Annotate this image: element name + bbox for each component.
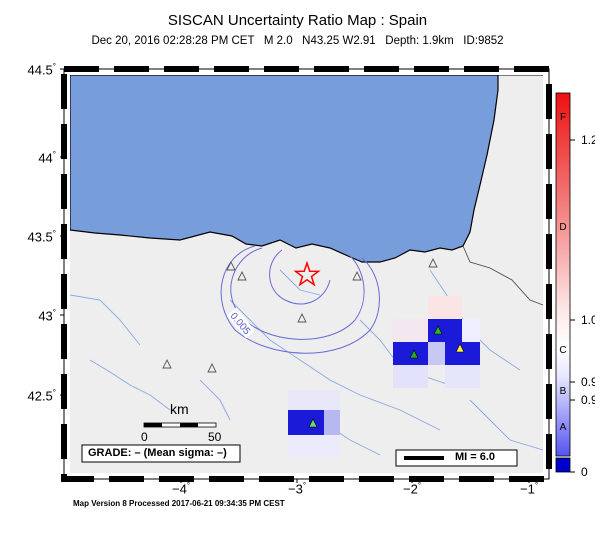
map-title: SISCAN Uncertainty Ratio Map : Spain [167,12,428,29]
grade-letter-d: D [559,222,567,233]
lon-label-2: −2° [402,481,422,497]
lat-label-44-5: 44.5° [27,62,56,78]
grade-label: GRADE: – (Mean sigma: –) [88,447,227,459]
map-footer: Map Version 8 Processed 2017-06-21 09:34… [73,499,285,508]
colorbar-value-1-0: 1.0 [581,313,595,327]
epicenter-star [293,260,321,287]
colorbar-value-1-2: 1.2 [581,133,595,147]
colorbar [555,92,571,457]
grade-letter-b: B [559,386,567,397]
uncertainty-cells [288,296,480,457]
scale-max: 50 [208,430,222,444]
lat-label-43-5: 43.5° [27,229,56,245]
lat-label-44: 44° [38,150,56,166]
scale-min: 0 [141,430,148,444]
scale-unit: km [170,401,189,417]
border-line [462,245,543,306]
rivers [70,269,543,456]
grade-letter-a: A [559,422,567,433]
colorbar-value-0: 0 [581,465,588,479]
stations-inactive [162,257,438,373]
scale-bar [143,422,217,428]
grade-letter-c: C [559,345,567,356]
colorbar-zero-swatch [555,457,571,473]
map-subtitle: Dec 20, 2016 02:28:28 PM CET M 2.0 N43.2… [91,35,504,47]
uncertainty-contours [220,245,380,354]
lat-label-42-5: 42.5° [27,388,56,404]
stations-active [308,325,465,428]
mi-label: MI = 6.0 [455,451,496,463]
colorbar-value-0-9a: 0.9 [581,375,595,389]
sea-area [70,75,499,263]
lon-label-3: −3° [287,481,307,497]
lon-label-1: −1° [519,481,539,497]
grade-letter-f: F [559,112,567,123]
lat-label-43: 43° [38,308,56,324]
lon-label-4: −4° [171,481,191,497]
colorbar-value-0-9b: 0.9 [581,393,595,407]
